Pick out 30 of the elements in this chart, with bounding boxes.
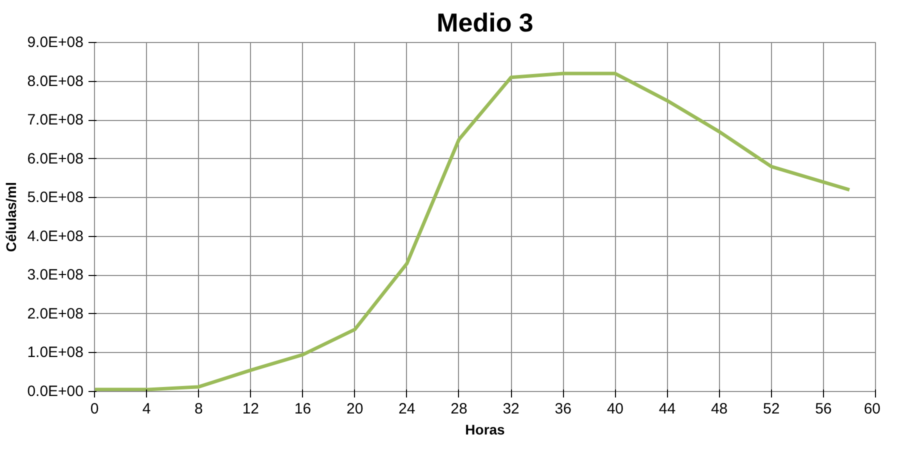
y-tick-label: 9.0E+08 — [27, 34, 84, 51]
x-tick-label: 16 — [294, 400, 312, 418]
x-tick-label: 60 — [864, 400, 881, 418]
x-tick-label: 0 — [90, 400, 99, 418]
y-tick-label: 8.0E+08 — [27, 72, 84, 90]
x-tick-label: 40 — [606, 400, 624, 418]
y-tick-label: 6.0E+08 — [27, 150, 84, 168]
y-tick-label: 4.0E+08 — [27, 228, 84, 245]
x-tick-label: 28 — [450, 400, 468, 418]
x-tick-label: 56 — [815, 400, 832, 418]
y-axis-title: Células/ml — [3, 182, 20, 252]
x-tick-label: 48 — [710, 400, 728, 418]
x-tick-label: 4 — [142, 400, 151, 418]
x-tick-label: 52 — [763, 400, 780, 418]
x-tick-label: 32 — [502, 400, 520, 418]
line-series — [94, 72, 852, 392]
x-tick-label: 36 — [554, 400, 572, 418]
y-tick-label: 0.0E+00 — [27, 383, 84, 400]
y-tick-label: 3.0E+08 — [27, 266, 84, 284]
x-tick-label: 12 — [242, 400, 260, 418]
x-axis-title: Horas — [465, 422, 506, 438]
x-tick-label: 44 — [658, 400, 676, 418]
y-tick-label: 5.0E+08 — [27, 189, 84, 206]
x-tick-label: 20 — [346, 400, 364, 418]
x-tick-label: 24 — [398, 400, 416, 418]
chart-title: Medio 3 — [436, 8, 534, 38]
y-tick-label: 2.0E+08 — [27, 305, 84, 322]
y-tick-label: 1.0E+08 — [27, 344, 84, 362]
y-tick-label: 7.0E+08 — [27, 112, 84, 129]
x-tick-label: 8 — [194, 400, 203, 418]
